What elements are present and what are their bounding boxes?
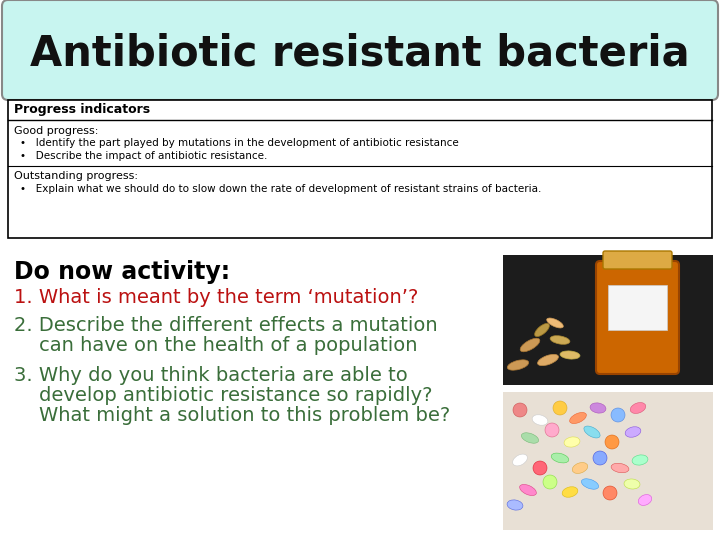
Ellipse shape xyxy=(593,451,607,465)
Text: What might a solution to this problem be?: What might a solution to this problem be… xyxy=(14,406,450,425)
Ellipse shape xyxy=(570,413,586,423)
Ellipse shape xyxy=(639,495,652,505)
Text: 3. Why do you think bacteria are able to: 3. Why do you think bacteria are able to xyxy=(14,366,408,385)
Ellipse shape xyxy=(513,454,527,466)
Ellipse shape xyxy=(550,336,570,345)
Text: 1. What is meant by the term ‘mutation’?: 1. What is meant by the term ‘mutation’? xyxy=(14,288,418,307)
Text: can have on the health of a population: can have on the health of a population xyxy=(14,336,418,355)
Ellipse shape xyxy=(611,463,629,472)
Ellipse shape xyxy=(560,351,580,359)
Ellipse shape xyxy=(521,433,539,443)
Ellipse shape xyxy=(545,423,559,437)
FancyBboxPatch shape xyxy=(596,261,679,374)
Text: Antibiotic resistant bacteria: Antibiotic resistant bacteria xyxy=(30,32,690,74)
Text: •   Explain what we should do to slow down the rate of development of resistant : • Explain what we should do to slow down… xyxy=(20,184,541,194)
Text: •   Identify the part played by mutations in the development of antibiotic resis: • Identify the part played by mutations … xyxy=(20,138,459,148)
Ellipse shape xyxy=(611,408,625,422)
Ellipse shape xyxy=(533,461,547,475)
Ellipse shape xyxy=(572,463,588,474)
Text: develop antibiotic resistance so rapidly?: develop antibiotic resistance so rapidly… xyxy=(14,386,433,405)
Ellipse shape xyxy=(624,479,640,489)
Bar xyxy=(608,285,667,330)
Ellipse shape xyxy=(508,360,528,370)
Text: •   Describe the impact of antibiotic resistance.: • Describe the impact of antibiotic resi… xyxy=(20,151,267,161)
Ellipse shape xyxy=(543,475,557,489)
Ellipse shape xyxy=(513,403,527,417)
Ellipse shape xyxy=(632,455,648,465)
Ellipse shape xyxy=(625,427,641,437)
Text: Progress indicators: Progress indicators xyxy=(14,104,150,117)
Ellipse shape xyxy=(605,435,619,449)
FancyBboxPatch shape xyxy=(2,0,718,100)
Bar xyxy=(503,392,713,530)
Ellipse shape xyxy=(507,500,523,510)
Ellipse shape xyxy=(584,426,600,438)
Ellipse shape xyxy=(590,403,606,413)
Ellipse shape xyxy=(520,484,536,496)
FancyBboxPatch shape xyxy=(603,251,672,269)
Ellipse shape xyxy=(532,415,548,426)
Ellipse shape xyxy=(582,479,598,489)
Ellipse shape xyxy=(535,323,549,336)
Ellipse shape xyxy=(521,338,540,352)
Text: Outstanding progress:: Outstanding progress: xyxy=(14,171,138,181)
Ellipse shape xyxy=(630,402,646,414)
Ellipse shape xyxy=(603,486,617,500)
Bar xyxy=(503,255,713,385)
Text: 2. Describe the different effects a mutation: 2. Describe the different effects a muta… xyxy=(14,316,438,335)
Ellipse shape xyxy=(553,401,567,415)
Ellipse shape xyxy=(564,437,580,447)
Ellipse shape xyxy=(538,354,559,366)
Bar xyxy=(8,100,712,238)
Text: Good progress:: Good progress: xyxy=(14,126,99,136)
Text: Do now activity:: Do now activity: xyxy=(14,260,230,284)
Ellipse shape xyxy=(562,487,578,497)
Ellipse shape xyxy=(546,318,563,328)
Ellipse shape xyxy=(552,453,569,463)
